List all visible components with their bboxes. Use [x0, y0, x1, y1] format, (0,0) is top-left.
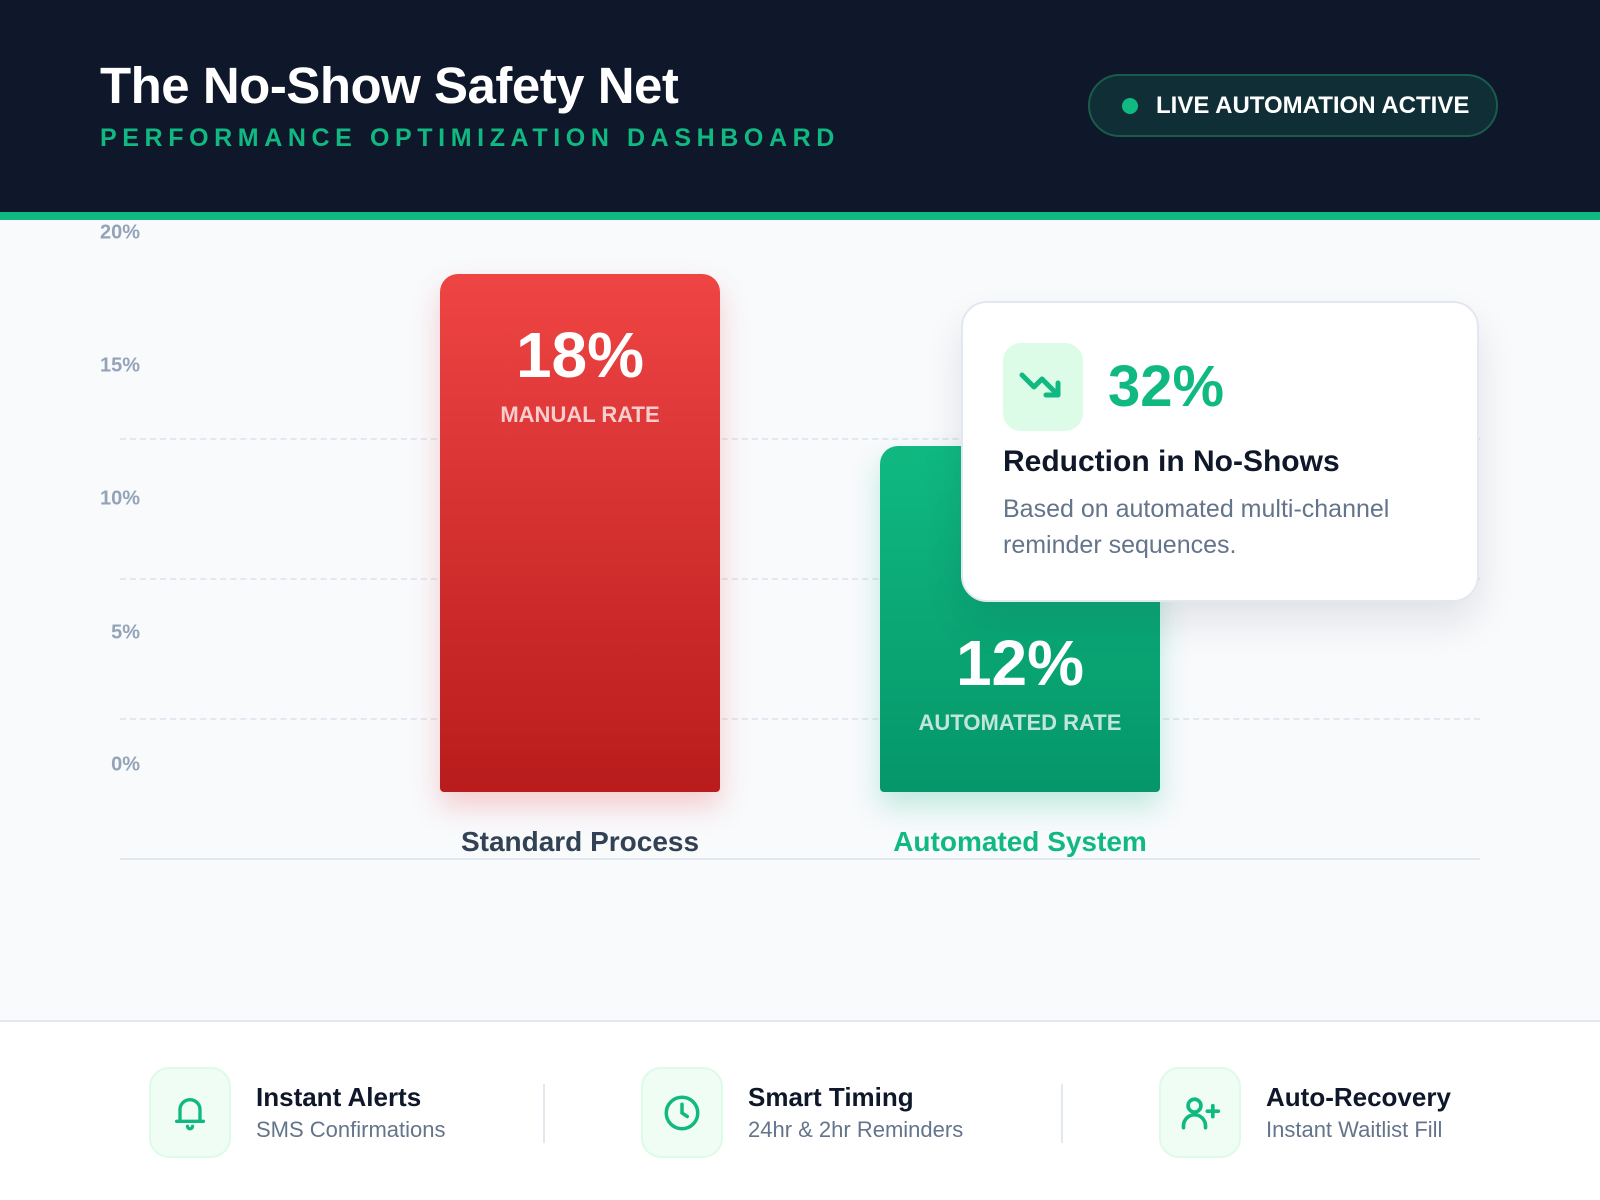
- feature-title: Smart Timing: [748, 1082, 914, 1112]
- page-title: The No-Show Safety Net: [100, 57, 679, 114]
- bell-icon: [149, 1067, 231, 1158]
- bar-value-label: 18%: [515, 318, 645, 391]
- feature-title: Auto-Recovery: [1266, 1082, 1451, 1112]
- x-category-label: Standard Process: [460, 826, 700, 857]
- page-subtitle: PERFORMANCE OPTIMIZATION DASHBOARD: [100, 124, 840, 152]
- y-tick-label: 15%: [99, 354, 140, 377]
- gridline: [120, 718, 1480, 720]
- bar-value-label: 12%: [955, 627, 1085, 700]
- feature-title: Instant Alerts: [256, 1082, 422, 1112]
- card-title: Reduction in No-Shows: [1003, 445, 1340, 478]
- bar-standard-process: 18% MANUAL RATE: [440, 273, 720, 792]
- user-plus-icon: [1159, 1067, 1241, 1158]
- header: The No-Show Safety Net PERFORMANCE OPTIM…: [0, 0, 1600, 220]
- bar-caption: MANUAL RATE: [500, 401, 660, 427]
- feature-subtitle: 24hr & 2hr Reminders: [748, 1117, 964, 1142]
- gridline: [120, 578, 1480, 580]
- live-dot-icon: [1122, 97, 1138, 114]
- bar-automated-system: 12% AUTOMATED RATE: [880, 446, 1160, 792]
- status-badge-label: LIVE AUTOMATION ACTIVE: [1156, 91, 1470, 119]
- reduction-card: 32% Reduction in No-Shows Based on autom…: [961, 301, 1479, 602]
- clock-icon: [641, 1067, 723, 1158]
- y-tick-label: 10%: [99, 487, 140, 510]
- divider: [1061, 1084, 1063, 1143]
- divider: [543, 1084, 545, 1143]
- feature-auto-recovery: Auto-Recovery Instant Waitlist Fill: [1159, 1067, 1451, 1158]
- feature-footer: Instant Alerts SMS Confirmations Smart Ti…: [0, 1020, 1600, 1200]
- y-tick-label: 0%: [111, 753, 140, 776]
- x-axis-line: [120, 858, 1480, 860]
- reduction-value: 32%: [1108, 354, 1225, 419]
- gridline: [120, 438, 1480, 440]
- y-tick-label: 20%: [99, 221, 140, 244]
- feature-smart-timing: Smart Timing 24hr & 2hr Reminders: [641, 1067, 963, 1158]
- feature-instant-alerts: Instant Alerts SMS Confirmations: [149, 1067, 446, 1158]
- y-tick-label: 5%: [111, 621, 140, 644]
- feature-subtitle: SMS Confirmations: [256, 1117, 446, 1142]
- x-category-label: Automated System: [893, 826, 1147, 857]
- bar-caption: AUTOMATED RATE: [918, 710, 1122, 736]
- card-description: Based on automated multi-channel reminde…: [1003, 495, 1390, 559]
- trending-down-icon: [1003, 343, 1083, 431]
- feature-subtitle: Instant Waitlist Fill: [1266, 1117, 1443, 1142]
- status-badge: LIVE AUTOMATION ACTIVE: [1088, 74, 1498, 137]
